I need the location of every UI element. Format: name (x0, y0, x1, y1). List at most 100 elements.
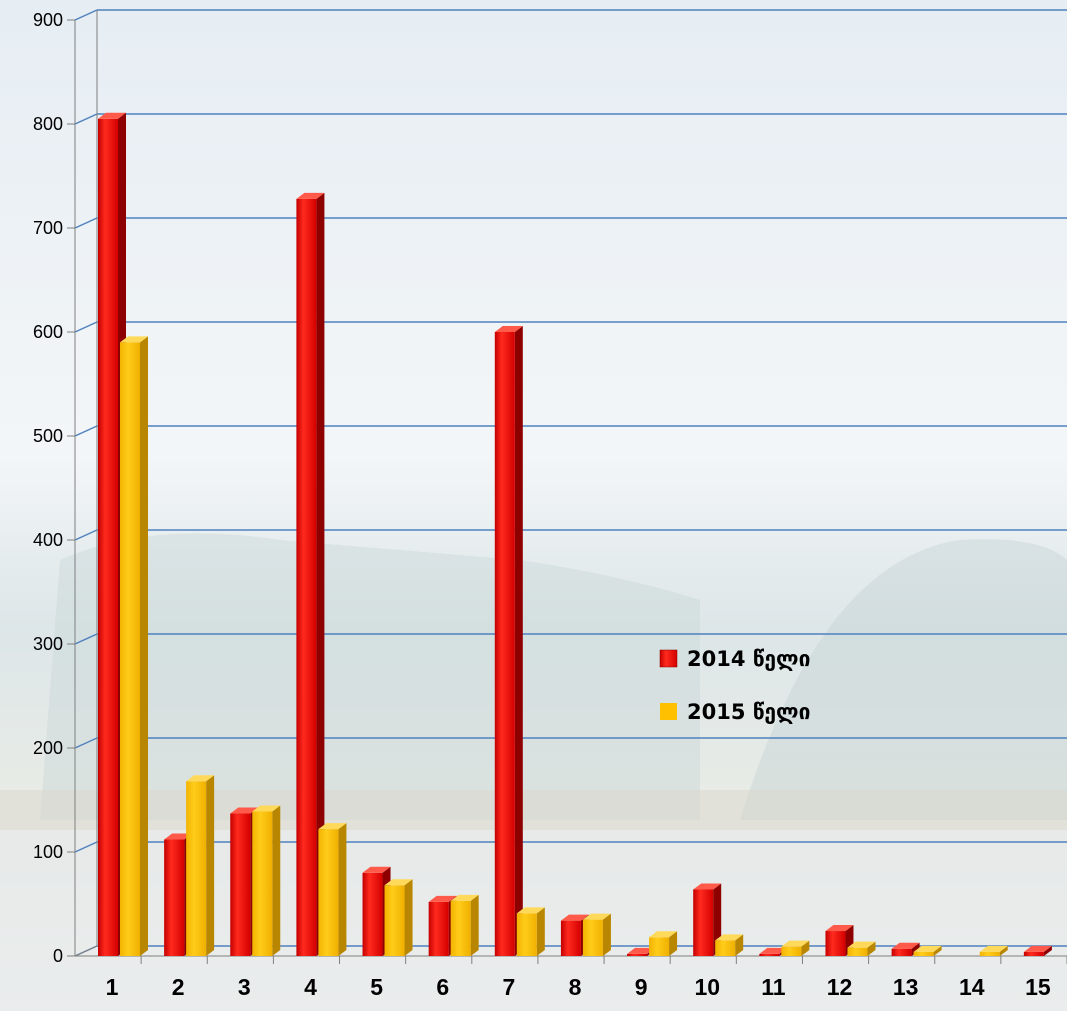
x-tick-label: 10 (694, 974, 720, 1000)
bar-side (316, 192, 325, 956)
legend: 2014 წელი 2015 წელი (659, 647, 810, 724)
bar-front (252, 811, 273, 956)
bar-2015-cat-7 (516, 907, 545, 956)
y-tick-label: 100 (33, 842, 63, 862)
bar-top (428, 895, 457, 902)
bar-front (582, 919, 603, 956)
y-tick-label: 500 (33, 426, 63, 446)
bar-side (933, 945, 942, 956)
bar-front (560, 920, 581, 956)
bar-front (318, 829, 339, 956)
gridline-diagonal (74, 841, 98, 853)
bar-side (272, 805, 281, 956)
x-tick-label: 1 (106, 974, 119, 1000)
bar-top (516, 907, 545, 914)
bar-top (1023, 945, 1052, 952)
bar-2015-cat-13 (913, 945, 942, 956)
bar-front (428, 901, 449, 956)
legend-swatch-2014 (659, 649, 678, 668)
legend-swatch-2015 (660, 703, 677, 720)
bar-2015-cat-12 (847, 941, 876, 956)
bar-top (759, 947, 788, 954)
bar-side (338, 823, 347, 956)
x-tick-label: 8 (569, 974, 582, 1000)
bar-top (494, 326, 523, 332)
bar-front (627, 953, 648, 956)
bar-top (693, 883, 722, 890)
bar-side (867, 941, 876, 956)
bar-side (999, 945, 1008, 956)
bar-2015-cat-4 (318, 823, 347, 956)
x-tick-label: 5 (370, 974, 383, 1000)
y-tick-label: 200 (33, 738, 63, 758)
y-tick-label: 0 (53, 946, 63, 966)
bars (98, 112, 1052, 957)
bar-front (230, 813, 251, 956)
bar-front (1023, 951, 1044, 956)
bar-top (186, 775, 215, 782)
legend-label-2014: 2014 წელი (687, 647, 810, 671)
bar-front (759, 953, 780, 956)
gridline-diagonal (74, 425, 98, 437)
bar-2015-cat-14 (979, 945, 1008, 956)
bar-2015-cat-11 (781, 940, 810, 956)
bar-2014-cat-7 (494, 326, 523, 956)
bar-side (140, 336, 148, 956)
bar-2015-cat-5 (384, 879, 413, 956)
bar-2015-cat-6 (450, 894, 479, 956)
bar-top (891, 942, 920, 949)
bar-2014-cat-10 (693, 883, 722, 956)
bar-top (120, 336, 148, 343)
bar-front (384, 885, 405, 956)
bar-front (186, 781, 207, 956)
bar-top (715, 934, 744, 941)
gridlines (74, 9, 1067, 957)
bar-2014-cat-4 (296, 192, 325, 956)
bar-side (602, 913, 611, 956)
bar-2015-cat-3 (252, 805, 281, 956)
y-tick-label: 700 (33, 218, 63, 238)
gridline-diagonal (74, 737, 98, 749)
bar-side (735, 934, 744, 956)
x-tick-label: 6 (436, 974, 449, 1000)
bar-top (560, 914, 589, 921)
bar-2015-cat-10 (715, 934, 744, 956)
y-tick-label: 900 (33, 10, 63, 30)
gridline-diagonal (74, 9, 98, 21)
x-tick-label: 7 (502, 974, 515, 1000)
bar-top (230, 807, 259, 814)
gridline-diagonal (74, 529, 98, 541)
bar-front (979, 951, 1000, 956)
bar-front (913, 951, 934, 956)
bar-front (781, 946, 802, 956)
gridline-diagonal (74, 217, 98, 229)
y-tick-label: 800 (33, 114, 63, 134)
x-tick-label: 12 (827, 974, 853, 1000)
bar-side (206, 775, 215, 956)
bar-top (296, 192, 325, 199)
bar-front (693, 889, 714, 956)
bar-2015-cat-1 (120, 336, 148, 956)
x-tick-label: 13 (893, 974, 919, 1000)
gridline-diagonal (74, 321, 98, 333)
x-tick-label: 2 (172, 974, 185, 1000)
bar-side (669, 931, 678, 956)
bar-top (318, 823, 347, 830)
bar-top (252, 805, 281, 812)
bar-front (649, 937, 670, 956)
bar-top (825, 925, 854, 932)
x-tick-label: 3 (238, 974, 251, 1000)
y-tick-label: 400 (33, 530, 63, 550)
x-tick-label: 9 (635, 974, 648, 1000)
bar-top (649, 931, 678, 938)
bar-front (891, 948, 912, 956)
bar-side (404, 879, 413, 956)
bar-top (979, 945, 1008, 952)
bar-front (516, 913, 537, 956)
bar-top (384, 879, 413, 886)
bar-front (120, 342, 140, 956)
bar-side (536, 907, 545, 956)
